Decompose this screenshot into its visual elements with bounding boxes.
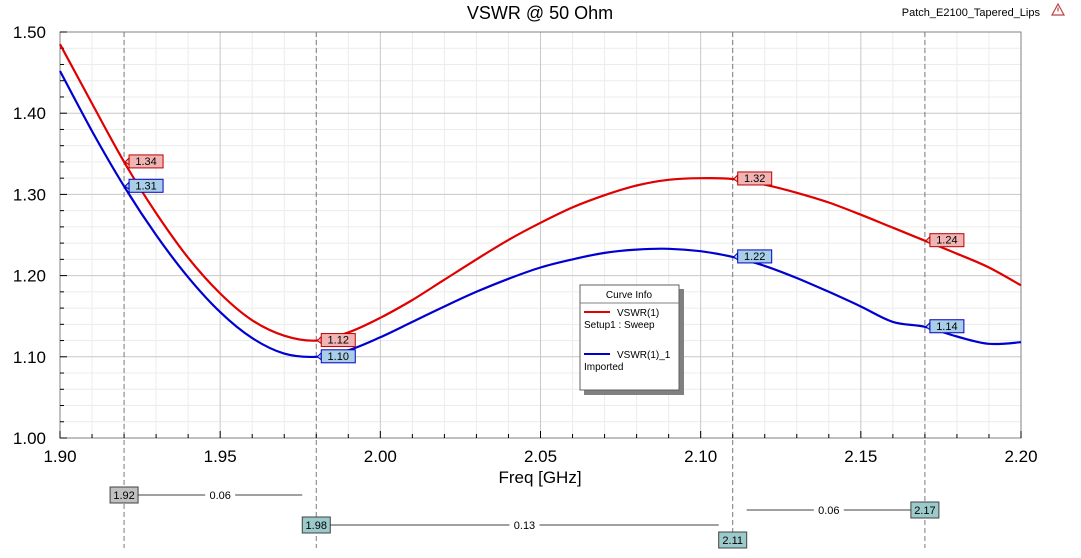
delta-label-bg <box>813 502 844 518</box>
y-tick-label: 1.40 <box>13 104 46 123</box>
marker-x-text: 1.92 <box>113 490 134 502</box>
marker-value-label: 1.22 <box>732 249 773 264</box>
marker-value-label: 1.10 <box>316 349 356 364</box>
marker-value-text: 1.31 <box>135 180 156 192</box>
delta-label: 0.13 <box>514 520 535 532</box>
marker-lines <box>123 32 926 548</box>
marker-box <box>128 178 164 193</box>
project-name: Patch_E2100_Tapered_Lips <box>902 7 1041 19</box>
y-tick-label: 1.30 <box>13 185 46 204</box>
x-tick-label: 2.10 <box>684 447 717 466</box>
x-tick-label: 1.95 <box>204 447 237 466</box>
marker-value-label: 1.24 <box>925 233 965 248</box>
legend-series-2-source: Imported <box>584 362 623 373</box>
marker-value-label: 1.34 <box>124 154 164 169</box>
legend-series-1-name: VSWR(1) <box>617 308 659 319</box>
y-tick-label: 1.10 <box>13 348 46 367</box>
grid-layer <box>59 31 1022 439</box>
curve-info-legend[interactable]: Curve Info VSWR(1) Setup1 : Sweep VSWR(1… <box>579 284 684 395</box>
y-tick-label: 1.20 <box>13 267 46 286</box>
marker-box <box>929 233 965 248</box>
marker-box <box>737 171 773 186</box>
series-layer <box>59 43 1022 359</box>
tick-layer: 1.90 1.95 2.00 2.05 2.10 2.15 2.20 1.00 1.10 1.20… <box>13 23 1038 466</box>
y-tick-label: 1.50 <box>13 23 46 42</box>
x-tick-label: 2.20 <box>1004 447 1037 466</box>
delta-layer: 0.06 0.13 0.06 <box>138 487 911 533</box>
legend-title: Curve Info <box>606 290 653 301</box>
x-tick-label: 1.90 <box>43 447 76 466</box>
marker-x-label: 2.11 <box>718 531 748 549</box>
x-axis-label: Freq [GHz] <box>498 468 581 487</box>
marker-value-label: 1.12 <box>316 333 356 348</box>
legend-series-2-name: VSWR(1)_1 <box>617 350 671 361</box>
marker-box <box>320 349 356 364</box>
marker-value-text: 1.24 <box>936 235 957 247</box>
marker-value-label: 1.31 <box>124 178 164 193</box>
marker-x-label: 1.92 <box>109 486 139 504</box>
marker-x-text: 2.11 <box>722 535 743 547</box>
chart-title: VSWR @ 50 Ohm <box>467 3 613 23</box>
marker-value-text: 1.34 <box>135 156 156 168</box>
marker-box <box>320 333 356 348</box>
marker-labels: 1.34 1.31 1.92 1.12 1.10 1.98 1.32 1.22 2.11 1.24… <box>109 154 965 549</box>
y-tick-label: 1.00 <box>13 429 46 448</box>
delta-label: 0.06 <box>818 505 839 517</box>
x-tick-label: 2.05 <box>524 447 557 466</box>
marker-box <box>128 154 164 169</box>
series-2-line <box>59 70 1022 359</box>
series-1-line <box>59 43 1022 342</box>
x-tick-label: 2.00 <box>364 447 397 466</box>
marker-value-text: 1.10 <box>328 351 349 363</box>
x-tick-label: 2.15 <box>844 447 877 466</box>
delta-label: 0.06 <box>209 490 230 502</box>
marker-value-text: 1.22 <box>744 251 765 263</box>
marker-value-text: 1.14 <box>936 321 957 333</box>
marker-value-text: 1.12 <box>328 335 349 347</box>
marker-value-text: 1.32 <box>744 173 765 185</box>
marker-x-label: 1.98 <box>301 516 331 534</box>
marker-x-text: 2.17 <box>914 505 935 517</box>
warning-triangle-icon[interactable] <box>1050 2 1066 16</box>
delta-label-bg <box>509 517 540 533</box>
marker-box <box>929 319 965 334</box>
marker-box <box>737 249 773 264</box>
delta-label-bg <box>205 487 236 503</box>
marker-x-box <box>718 531 748 549</box>
marker-value-label: 1.14 <box>925 319 965 334</box>
marker-x-label: 2.17 <box>910 501 940 519</box>
marker-value-label: 1.32 <box>732 171 773 186</box>
marker-x-text: 1.98 <box>306 520 327 532</box>
legend-series-1-source: Setup1 : Sweep <box>584 320 655 331</box>
